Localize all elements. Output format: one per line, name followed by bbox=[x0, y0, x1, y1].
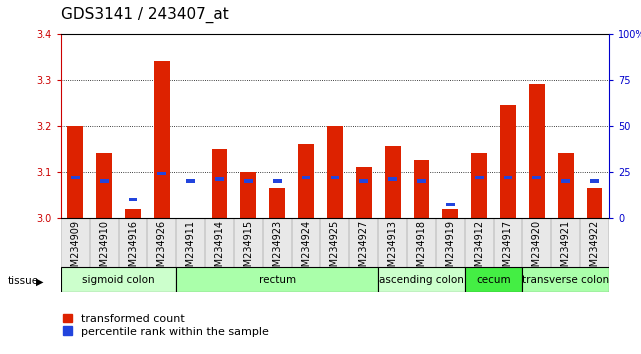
Bar bbox=[176, 267, 378, 292]
Text: GSM234922: GSM234922 bbox=[590, 220, 599, 279]
Bar bbox=[500, 105, 516, 218]
Bar bbox=[298, 144, 314, 218]
Bar bbox=[129, 198, 137, 201]
Bar bbox=[471, 153, 487, 218]
Text: GSM234918: GSM234918 bbox=[417, 220, 426, 279]
Text: GSM234925: GSM234925 bbox=[330, 220, 340, 279]
Bar bbox=[71, 176, 79, 179]
Text: GSM234911: GSM234911 bbox=[186, 220, 196, 279]
Bar bbox=[331, 176, 339, 179]
Bar bbox=[378, 267, 465, 292]
Text: tissue: tissue bbox=[8, 276, 39, 286]
Text: GSM234915: GSM234915 bbox=[244, 220, 253, 279]
Bar bbox=[356, 167, 372, 218]
Bar bbox=[587, 188, 603, 218]
Text: ▶: ▶ bbox=[36, 276, 44, 286]
Bar bbox=[558, 153, 574, 218]
Bar bbox=[154, 61, 170, 218]
Text: transverse colon: transverse colon bbox=[522, 275, 609, 285]
Bar bbox=[446, 203, 454, 206]
Bar bbox=[67, 126, 83, 218]
Text: cecum: cecum bbox=[476, 275, 511, 285]
Bar bbox=[417, 179, 426, 183]
Bar bbox=[100, 179, 108, 183]
Bar bbox=[388, 177, 397, 181]
Bar bbox=[360, 179, 368, 183]
Bar bbox=[215, 177, 224, 181]
Bar bbox=[302, 176, 310, 179]
Text: GSM234916: GSM234916 bbox=[128, 220, 138, 279]
Text: GSM234923: GSM234923 bbox=[272, 220, 282, 279]
Text: GDS3141 / 243407_at: GDS3141 / 243407_at bbox=[61, 7, 229, 23]
Bar bbox=[413, 160, 429, 218]
Text: GSM234910: GSM234910 bbox=[99, 220, 109, 279]
Bar bbox=[187, 179, 195, 183]
Text: GSM234926: GSM234926 bbox=[157, 220, 167, 279]
Bar bbox=[244, 179, 253, 183]
Bar bbox=[385, 147, 401, 218]
Text: GSM234927: GSM234927 bbox=[359, 220, 369, 279]
Text: GSM234919: GSM234919 bbox=[445, 220, 455, 279]
Bar bbox=[273, 179, 281, 183]
Bar bbox=[504, 176, 512, 179]
Bar bbox=[562, 179, 570, 183]
Text: GSM234924: GSM234924 bbox=[301, 220, 311, 279]
Bar bbox=[529, 84, 545, 218]
Bar bbox=[475, 176, 483, 179]
Bar bbox=[465, 267, 522, 292]
Text: GSM234909: GSM234909 bbox=[71, 220, 80, 279]
Bar bbox=[125, 209, 141, 218]
Text: GSM234921: GSM234921 bbox=[561, 220, 570, 279]
Text: ascending colon: ascending colon bbox=[379, 275, 464, 285]
Bar bbox=[212, 149, 228, 218]
Text: GSM234914: GSM234914 bbox=[215, 220, 224, 279]
Bar bbox=[61, 267, 176, 292]
Text: rectum: rectum bbox=[259, 275, 296, 285]
Text: GSM234912: GSM234912 bbox=[474, 220, 484, 279]
Text: GSM234917: GSM234917 bbox=[503, 220, 513, 279]
Bar bbox=[327, 126, 343, 218]
Bar bbox=[442, 209, 458, 218]
Bar bbox=[240, 172, 256, 218]
Bar bbox=[96, 153, 112, 218]
Bar bbox=[158, 172, 166, 175]
Bar bbox=[269, 188, 285, 218]
Text: GSM234920: GSM234920 bbox=[532, 220, 542, 279]
Bar bbox=[522, 267, 609, 292]
Text: GSM234913: GSM234913 bbox=[388, 220, 397, 279]
Bar bbox=[590, 179, 599, 183]
Bar bbox=[533, 176, 541, 179]
Text: sigmoid colon: sigmoid colon bbox=[82, 275, 155, 285]
Legend: transformed count, percentile rank within the sample: transformed count, percentile rank withi… bbox=[63, 314, 269, 337]
